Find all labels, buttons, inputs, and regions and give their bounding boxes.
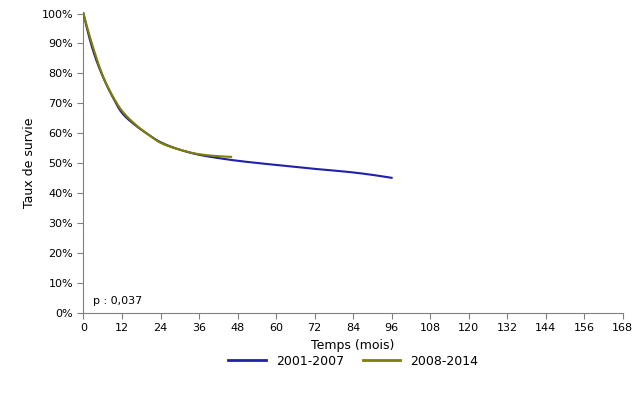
Legend: 2001-2007, 2008-2014: 2001-2007, 2008-2014 [223,350,483,373]
X-axis label: Temps (mois): Temps (mois) [311,339,395,352]
Y-axis label: Taux de survie: Taux de survie [23,117,36,208]
Text: p : 0,037: p : 0,037 [93,296,143,306]
